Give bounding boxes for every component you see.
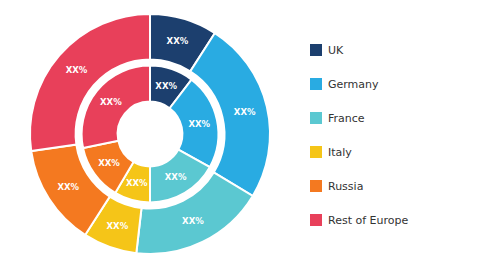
data-labels: XX% XX% XX% XX% XX% XX% — [57, 36, 256, 231]
legend: UK Germany France Italy Russia Rest of Europe — [310, 44, 408, 227]
donut-slice — [82, 66, 150, 148]
data-labels: XX% XX% XX% XX% XX% XX% — [98, 81, 210, 187]
data-label: XX% — [155, 81, 177, 91]
data-label: XX% — [66, 65, 88, 75]
data-label: XX% — [98, 158, 120, 168]
data-label: XX% — [57, 182, 79, 192]
data-label: XX% — [126, 178, 148, 188]
ring-0 — [30, 14, 270, 254]
legend-swatch — [310, 112, 322, 124]
legend-label: Germany — [328, 78, 379, 91]
donut — [30, 14, 270, 254]
legend-label: Russia — [328, 180, 363, 193]
donut-slice — [150, 150, 210, 203]
legend-swatch — [310, 180, 322, 192]
data-label: XX% — [234, 107, 256, 117]
chart: XX% XX% XX% XX% XX% XX% XX% XX% XX% XX% XX% XX% UK Ge… — [0, 0, 493, 268]
legend-label: Italy — [328, 146, 352, 159]
legend-swatch — [310, 78, 322, 90]
data-label: XX% — [100, 97, 122, 107]
donut-slice — [30, 14, 150, 151]
legend-label: France — [328, 112, 365, 125]
legend-swatch — [310, 146, 322, 158]
data-label: XX% — [182, 216, 204, 226]
legend-swatch — [310, 44, 322, 56]
data-label: XX% — [189, 119, 211, 129]
data-label: XX% — [167, 36, 189, 46]
data-label: XX% — [107, 221, 129, 231]
legend-swatch — [310, 214, 322, 226]
ring-1 — [82, 66, 219, 203]
data-label: XX% — [165, 172, 187, 182]
legend-label: UK — [328, 44, 344, 57]
legend-label: Rest of Europe — [328, 214, 408, 227]
